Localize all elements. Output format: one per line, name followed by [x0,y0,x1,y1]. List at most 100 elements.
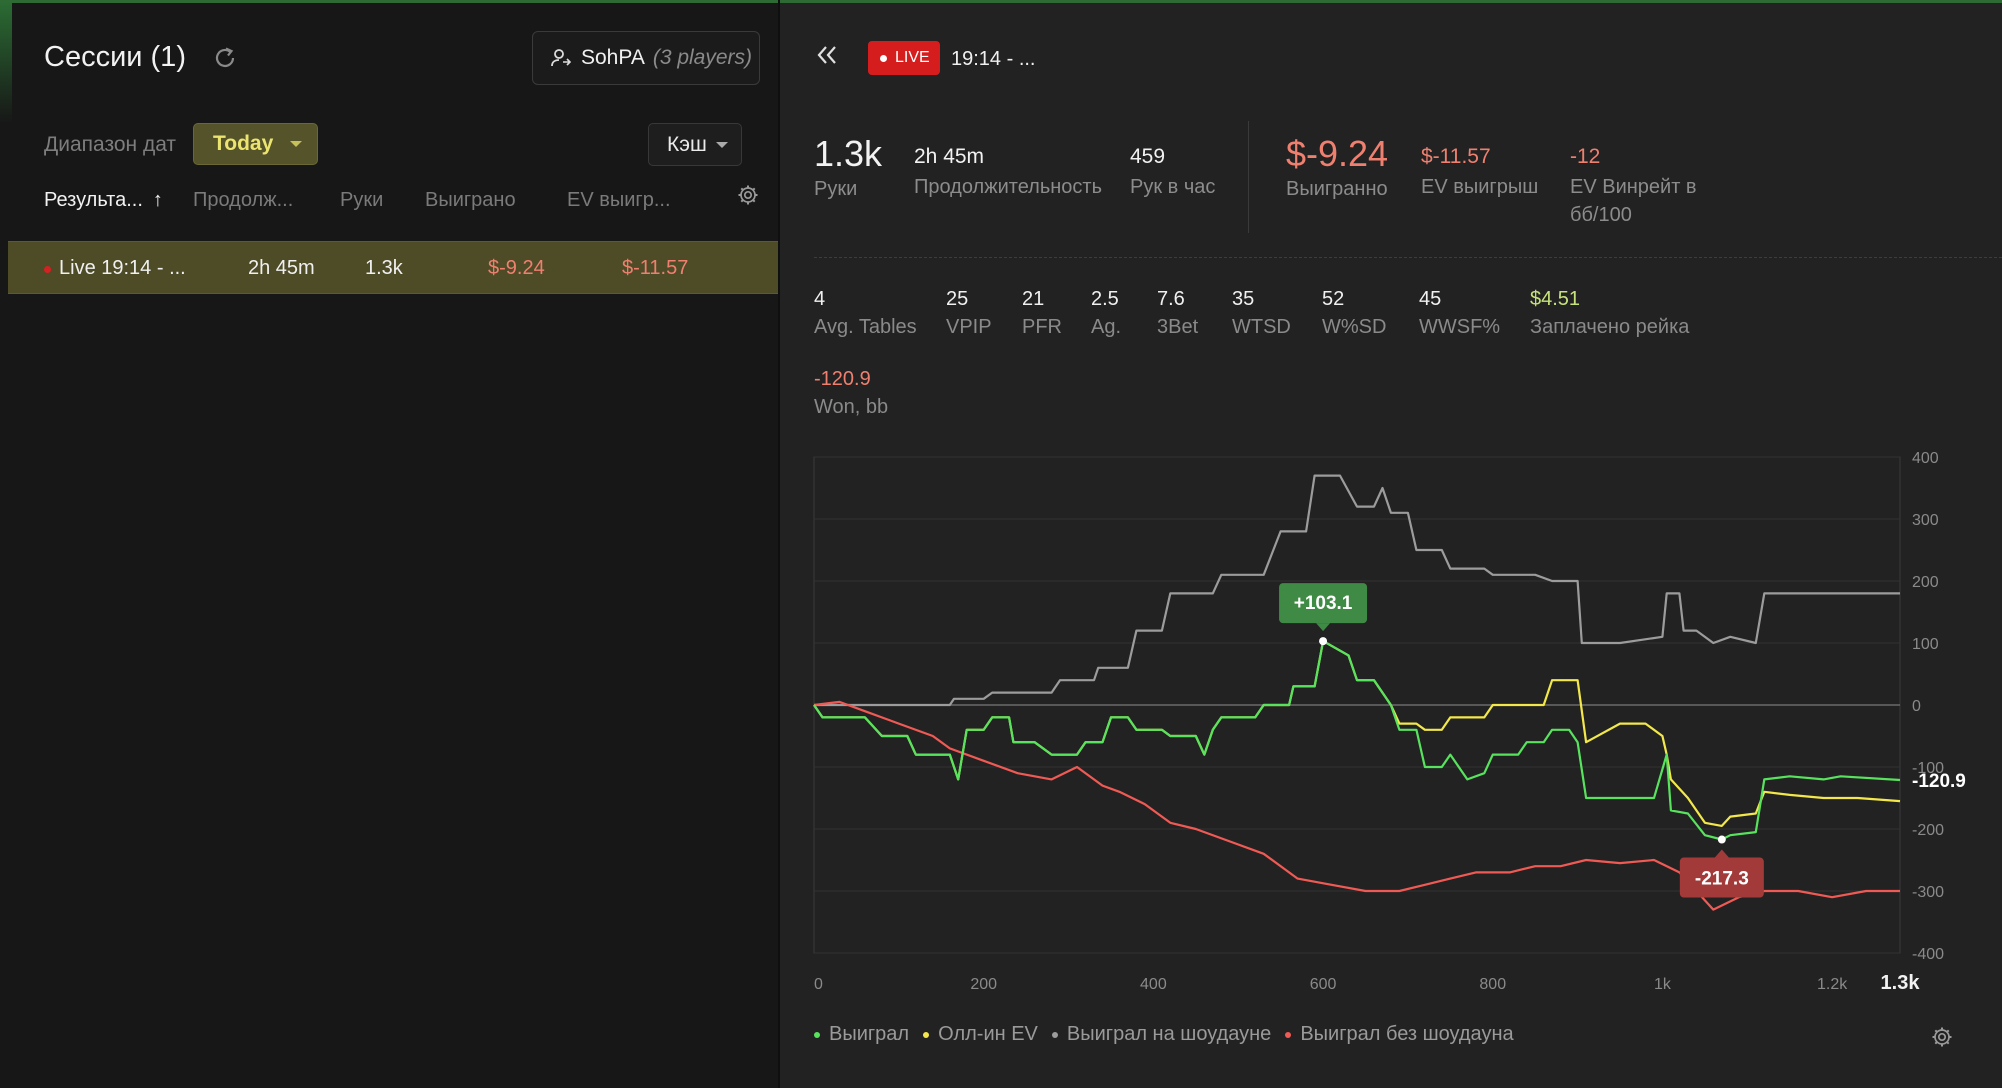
summary-ev-winrate: -12 EV Винрейт в бб/100 [1570,133,1697,229]
sort-arrow-icon: ↑ [152,189,163,211]
stat-value: 25 [946,288,969,310]
series-line [813,640,1901,827]
x-tick-label: 1.3k [1881,972,1921,994]
x-tick-label: 1.2k [1817,976,1848,993]
stat-value: 35 [1232,288,1255,310]
summary-value: $-11.57 [1421,145,1491,168]
table-row[interactable]: Live 19:14 - ... 2h 45m 1.3k $-9.24 $-11… [8,241,778,294]
stat-value: $4.51 [1530,288,1581,310]
stat-label: W%SD [1322,316,1387,338]
stat-vpip: 25 VPIP [946,285,992,341]
x-tick-label: 200 [970,976,997,993]
stat-won-bb: -120.9 Won, bb [814,365,888,421]
legend-item-showdown[interactable]: Выиграл на шоудауне [1051,1023,1272,1046]
x-tick-label: 0 [814,976,823,993]
summary-label: Выигранно [1286,178,1388,200]
session-duration: 2h 45m [248,257,315,279]
game-type-value: Кэш [667,132,707,156]
legend-label: Олл-ин EV [938,1023,1038,1045]
summary-label: бб/100 [1570,204,1632,226]
column-header-duration[interactable]: Продолж... [193,189,294,211]
live-badge: LIVE [868,41,940,75]
game-type-dropdown[interactable]: Кэш [648,123,742,166]
results-chart[interactable]: 400 300 200 100 0 -100 -200 -300 -400 0 200 400 600 8… [780,443,2002,1003]
legend-item-non-showdown[interactable]: Выиграл без шоудауна [1285,1023,1514,1046]
chevron-down-icon [290,141,302,147]
summary-label: Рук в час [1130,176,1216,198]
summary-label: EV выигрыш [1421,176,1539,198]
panel-divider [778,0,780,1088]
column-header-won[interactable]: Выиграно [425,189,516,211]
double-chevron-left-icon[interactable] [816,45,838,65]
y-tick-label: 0 [1912,698,1921,715]
legend-item-won[interactable]: Выиграл [814,1023,909,1046]
player-selector-button[interactable]: SohPA (3 players) [532,31,760,85]
x-tick-label: 400 [1140,976,1167,993]
stat-value: 4 [814,288,826,310]
stat-label: PFR [1022,316,1062,338]
stat-value: 21 [1022,288,1045,310]
min-point [1717,835,1726,844]
stat-avg-tables: 4 Avg. Tables [814,285,917,341]
legend-item-allin-ev[interactable]: Олл-ин EV [923,1023,1038,1046]
y-tick-label: 100 [1912,636,1939,653]
x-tick-label: 600 [1310,976,1337,993]
summary-separator [814,257,2002,258]
date-range-label: Диапазон дат [44,133,177,156]
gear-icon[interactable] [1930,1025,1954,1049]
summary-value: $-9.24 [1286,133,1389,174]
stat-label: Avg. Tables [814,316,917,338]
legend-dot [923,1031,930,1038]
stat-label: Ag. [1091,316,1122,338]
live-badge-label: LIVE [895,49,930,66]
column-header-label: Результа... [44,189,143,211]
legend-label: Выиграл без шоудауна [1300,1023,1514,1045]
stat-label: WTSD [1232,316,1291,338]
legend-label: Выиграл на шоудауне [1066,1023,1272,1045]
session-title: 19:14 - ... [951,48,1036,70]
x-tick-label: 800 [1479,976,1506,993]
refresh-icon[interactable] [212,45,238,71]
column-header-result[interactable]: Результа... ↑ [44,189,163,212]
stat-label: WWSF% [1419,316,1501,338]
user-switch-icon [551,49,572,67]
sessions-title: Сессии (1) [44,41,186,73]
column-header-hands[interactable]: Руки [340,189,384,211]
min-tooltip-arrow [1714,849,1729,858]
chart-legend: Выиграл Олл-ин EV Выиграл на шоудауне Вы… [814,1023,1528,1046]
summary-hands-per-hour: 459 Рук в час [1130,133,1215,201]
gear-icon[interactable] [736,183,760,207]
series-line [814,474,1900,707]
y-tick-label: 300 [1912,512,1939,529]
summary-won: $-9.24 Выигранно [1286,133,1388,203]
y-tick-label: -300 [1912,884,1944,901]
stat-value: -120.9 [814,368,871,390]
min-tooltip [1679,857,1764,898]
live-dot [44,266,51,273]
session-ev-won: $-11.57 [622,257,689,279]
summary-value: 459 [1130,145,1166,168]
max-tooltip-arrow [1316,623,1331,632]
y-tick-label: 200 [1912,574,1939,591]
summary-ev-won: $-11.57 EV выигрыш [1421,133,1538,201]
series-line [813,640,1901,841]
chevron-down-icon [716,142,728,148]
stat-label: Заплачено рейка [1530,316,1690,338]
column-header-ev-won[interactable]: EV выигр... [567,189,671,211]
summary-label: Руки [814,178,858,200]
x-tick-label: 1k [1654,976,1672,993]
stat-wtsd: 35 WTSD [1232,285,1291,341]
results-chart-svg[interactable]: 400 300 200 100 0 -100 -200 -300 -400 0 200 400 600 8… [780,443,2002,1003]
player-count: (3 players) [652,46,753,69]
stat-label: Won, bb [814,396,889,418]
panel-glow [0,3,12,123]
live-dot [880,54,887,62]
legend-dot [814,1031,820,1038]
y-tick-label: -100 [1912,760,1944,777]
stat-value: 7.6 [1157,288,1185,310]
summary-value: 1.3k [814,133,883,174]
top-accent-line [0,0,2002,3]
y-tick-label: -400 [1912,946,1944,963]
legend-dot [1051,1031,1058,1038]
date-range-dropdown[interactable]: Today [193,123,318,165]
